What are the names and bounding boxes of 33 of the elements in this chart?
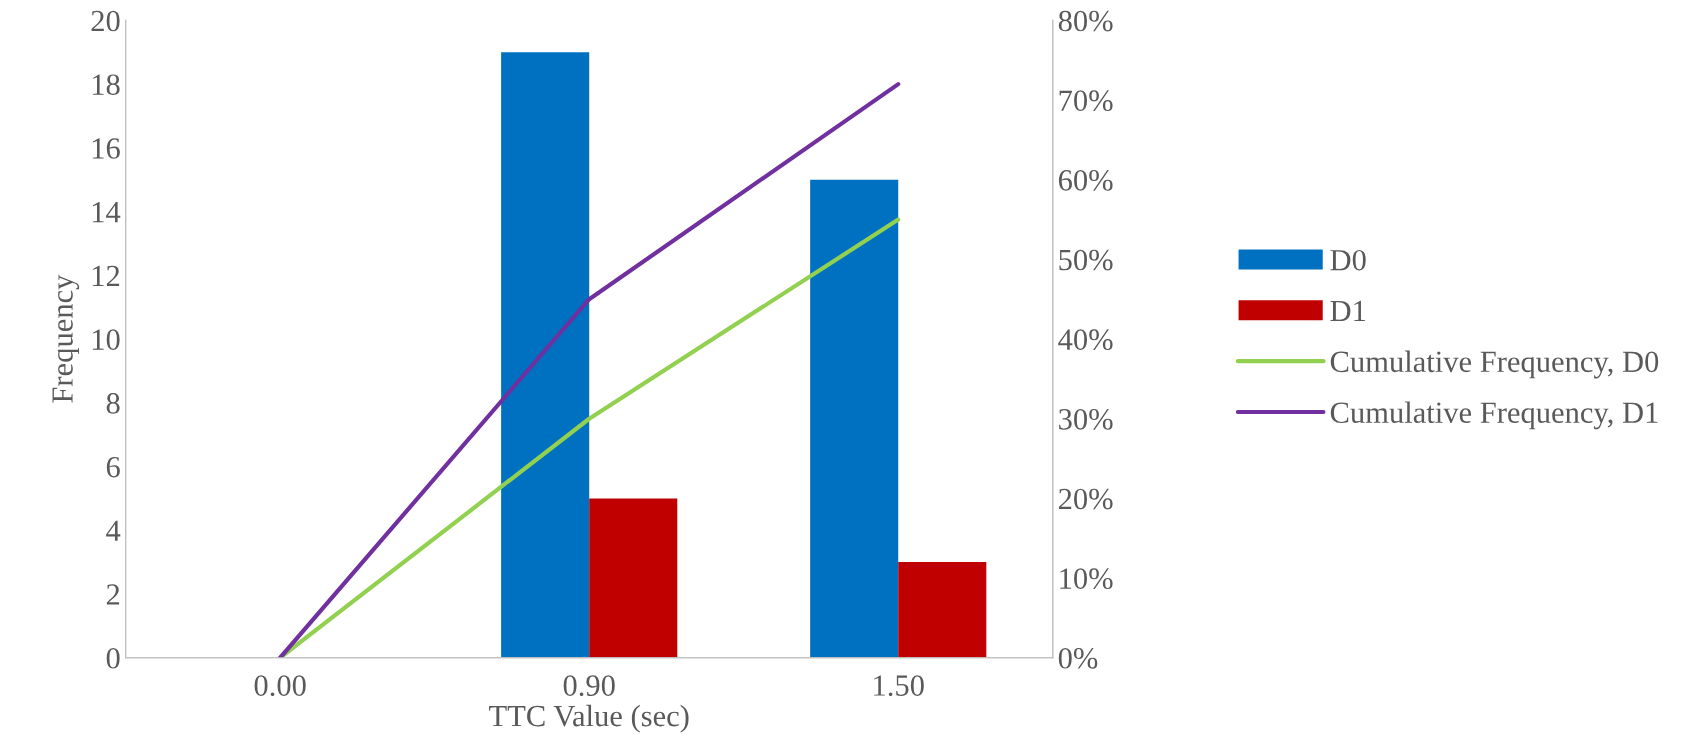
bar <box>589 498 678 658</box>
y2-tick-label: 60% <box>1058 170 1113 191</box>
y2-tick-label: 40% <box>1058 329 1113 351</box>
x-axis-title: TTC Value (sec) <box>489 704 689 733</box>
legend-label: D0 <box>1330 249 1366 271</box>
legend-label: D1 <box>1330 300 1366 322</box>
y-tick-label: 12 <box>92 265 120 286</box>
y-tick-label: 14 <box>92 202 121 223</box>
y-tick-label: 18 <box>92 74 120 96</box>
x-tick-label: 1.50 <box>874 675 924 697</box>
y2-tick-label: 70% <box>1059 90 1113 112</box>
y2-tick-label: 20% <box>1058 488 1113 510</box>
y-tick-label: 20 <box>91 10 120 32</box>
y2-tick-label: 80% <box>1058 10 1113 32</box>
legend-label: Cumulative Frequency, D1 <box>1330 401 1658 430</box>
y-tick-label: 0 <box>106 648 120 669</box>
y-tick-label: 4 <box>106 520 121 541</box>
y2-tick-label: 50% <box>1059 249 1113 271</box>
y-tick-label: 16 <box>92 138 120 159</box>
y-tick-label: 6 <box>106 456 120 478</box>
y-tick-label: 8 <box>106 393 120 414</box>
y-tick-label: 10 <box>92 329 120 350</box>
bar <box>501 52 590 658</box>
bar <box>810 179 899 658</box>
x-tick-label: 0.00 <box>254 675 306 697</box>
y-axis-title: Frequency <box>52 274 80 403</box>
y-tick-label: 2 <box>106 584 120 605</box>
y2-tick-label: 0% <box>1058 648 1098 669</box>
legend-label: Cumulative Frequency, D0 <box>1330 350 1659 379</box>
y2-tick-label: 30% <box>1059 409 1113 430</box>
bar <box>898 562 987 658</box>
x-tick-label: 0.90 <box>563 675 615 697</box>
y2-tick-label: 10% <box>1060 568 1113 590</box>
